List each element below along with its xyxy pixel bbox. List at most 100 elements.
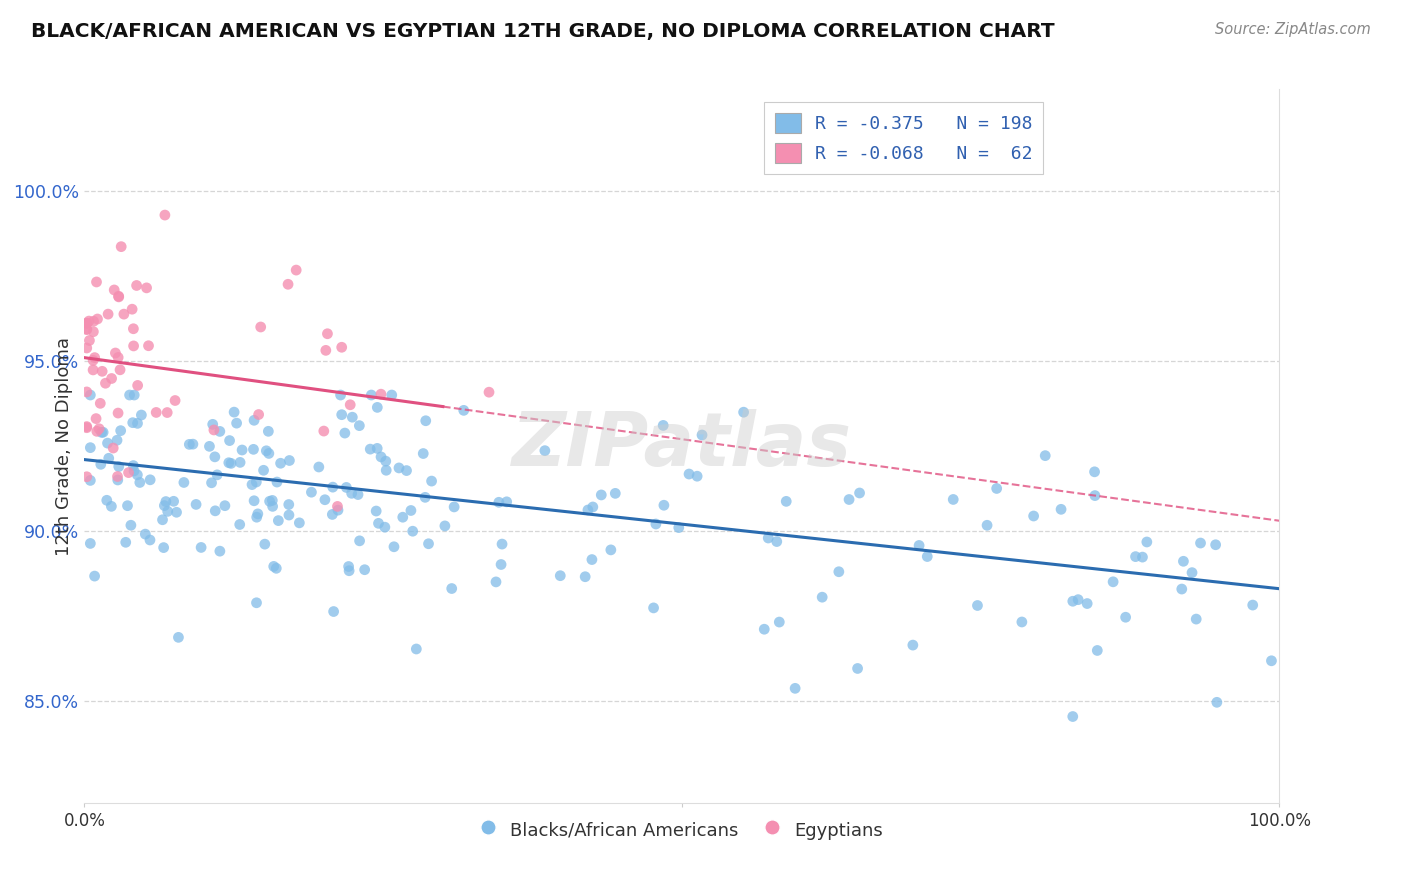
Point (1260, 654, 1282, 668)
Point (90, 458, 112, 472)
Point (420, 474, 443, 488)
Point (415, 414, 437, 428)
Point (229, 455, 252, 469)
Point (686, 469, 709, 483)
Point (349, 418, 371, 433)
Point (166, 505, 188, 519)
Point (374, 520, 396, 534)
Point (218, 434, 240, 448)
Point (245, 596, 267, 610)
Point (179, 437, 201, 451)
Point (367, 516, 389, 531)
Point (240, 477, 263, 491)
Point (382, 540, 405, 554)
Point (76, 323, 98, 337)
Point (1011, 615, 1033, 629)
Point (326, 500, 349, 514)
Point (1083, 465, 1105, 479)
Point (828, 565, 851, 579)
Point (754, 622, 776, 636)
Point (257, 446, 280, 460)
Point (86, 312, 108, 326)
Point (405, 642, 427, 657)
Point (321, 508, 343, 522)
Point (82, 325, 104, 339)
Point (605, 486, 627, 500)
Point (765, 534, 787, 549)
Point (340, 486, 363, 500)
Point (908, 539, 931, 553)
Point (205, 467, 228, 482)
Point (173, 475, 195, 490)
Point (1173, 554, 1195, 568)
Point (1084, 489, 1107, 503)
Point (155, 494, 177, 508)
Point (247, 408, 270, 422)
Point (811, 590, 834, 604)
Point (153, 208, 176, 222)
Point (314, 492, 336, 507)
Point (262, 493, 284, 508)
Point (76, 317, 98, 331)
Point (337, 559, 360, 574)
Point (288, 516, 311, 530)
Point (1241, 598, 1264, 612)
Point (162, 494, 184, 508)
Point (252, 463, 274, 477)
Point (342, 410, 364, 425)
Text: Source: ZipAtlas.com: Source: ZipAtlas.com (1215, 22, 1371, 37)
Point (200, 475, 222, 490)
Point (257, 425, 280, 439)
Point (838, 492, 860, 507)
Point (198, 439, 221, 453)
Point (208, 544, 231, 558)
Point (1171, 582, 1194, 596)
Point (104, 346, 127, 360)
Point (90, 425, 112, 440)
Point (917, 549, 939, 564)
Point (301, 485, 323, 500)
Point (1115, 610, 1137, 624)
Text: ZIPatlas: ZIPatlas (512, 409, 852, 483)
Point (79, 334, 101, 348)
Point (131, 408, 153, 422)
Point (152, 541, 174, 555)
Point (1022, 508, 1045, 523)
Point (107, 351, 129, 365)
Point (329, 388, 352, 402)
Point (121, 416, 143, 430)
Point (690, 428, 713, 442)
Point (1102, 574, 1125, 589)
Point (152, 513, 174, 527)
Point (381, 388, 404, 402)
Point (117, 499, 139, 513)
Point (333, 426, 356, 441)
Point (576, 503, 599, 517)
Point (122, 388, 145, 402)
Point (118, 388, 141, 402)
Point (107, 290, 129, 304)
Point (79, 441, 101, 455)
Point (127, 417, 149, 431)
Point (86, 425, 108, 439)
Point (443, 500, 465, 514)
Point (489, 558, 512, 572)
Point (370, 450, 392, 464)
Point (127, 378, 149, 392)
Legend: Blacks/African Americans, Egyptians: Blacks/African Americans, Egyptians (474, 812, 890, 847)
Point (846, 661, 869, 675)
Point (76, 316, 98, 330)
Point (976, 518, 998, 533)
Point (253, 537, 276, 551)
Text: BLACK/AFRICAN AMERICAN VS EGYPTIAN 12TH GRADE, NO DIPLOMA CORRELATION CHART: BLACK/AFRICAN AMERICAN VS EGYPTIAN 12TH … (31, 22, 1054, 41)
Point (1125, 549, 1147, 564)
Point (262, 500, 284, 514)
Point (83, 351, 105, 365)
Point (266, 561, 288, 575)
Point (249, 320, 271, 334)
Point (644, 516, 666, 531)
Point (138, 339, 160, 353)
Point (440, 582, 463, 596)
Point (243, 413, 266, 427)
Point (1205, 695, 1227, 709)
